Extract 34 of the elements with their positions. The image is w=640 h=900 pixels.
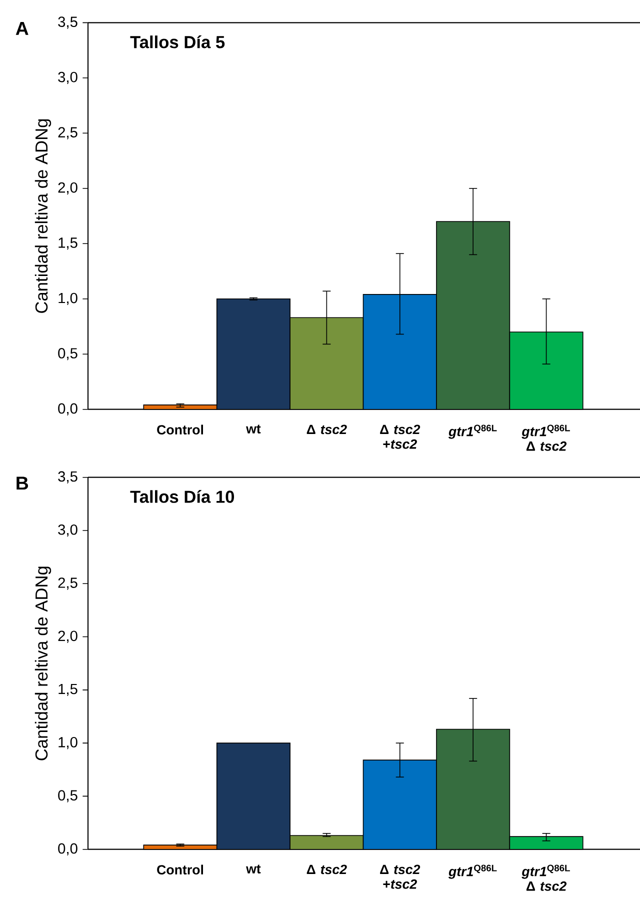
x-tick-label: wt bbox=[246, 424, 261, 434]
y-tick-label: 2,0 bbox=[58, 630, 78, 643]
y-tick-label: 2,5 bbox=[58, 127, 78, 140]
category-label: gtr1$^{Q86L}$ Δ tsc2 bbox=[522, 424, 570, 451]
x-tick-label: gtr1$^{Q86L}$ bbox=[448, 864, 497, 879]
y-tick-label: 0,5 bbox=[58, 790, 78, 802]
x-tick-label: Control bbox=[157, 864, 203, 875]
y-tick-label: 1,0 bbox=[58, 737, 78, 750]
text: B bbox=[16, 476, 28, 490]
text: A bbox=[16, 22, 28, 35]
text: Tallos Día 10 bbox=[130, 490, 234, 503]
y-tick-label: 0,0 bbox=[58, 403, 78, 416]
x-tick-label: gtr1$^{Q86L}$ bbox=[448, 424, 497, 439]
x-tick-label: Δ tsc2 +tsc2 bbox=[380, 424, 420, 449]
x-tick-label: Δ tsc2 bbox=[306, 424, 347, 434]
y-tick-label: 1,5 bbox=[58, 238, 78, 250]
x-tick-label: Δ tsc2 +tsc2 bbox=[380, 864, 420, 889]
y-tick-label: 2,5 bbox=[58, 578, 78, 590]
x-tick-label: Δ tsc2 bbox=[306, 864, 347, 874]
x-tick-label: Control bbox=[157, 424, 203, 435]
category-label: gtr1$^{Q86L}$ Δ tsc2 bbox=[522, 864, 570, 891]
y-tick-label: 3,0 bbox=[58, 524, 78, 537]
text: Tallos Día 5 bbox=[130, 35, 225, 48]
y-axis-title: Cantidad reltiva de ADNg bbox=[34, 119, 52, 313]
y-tick-label: 0,5 bbox=[58, 348, 78, 360]
y-tick-label: 0,0 bbox=[58, 843, 78, 856]
y-tick-label: 2,0 bbox=[58, 182, 78, 194]
x-tick-label: wt bbox=[246, 864, 261, 874]
y-tick-label: 1,0 bbox=[58, 292, 78, 305]
y-tick-label: 1,5 bbox=[58, 684, 78, 696]
y-tick-label: 3,5 bbox=[58, 471, 78, 484]
y-tick-label: 3,5 bbox=[58, 16, 78, 29]
y-axis-title: Cantidad reltiva de ADNg bbox=[34, 566, 52, 760]
y-tick-label: 3,0 bbox=[58, 72, 78, 84]
